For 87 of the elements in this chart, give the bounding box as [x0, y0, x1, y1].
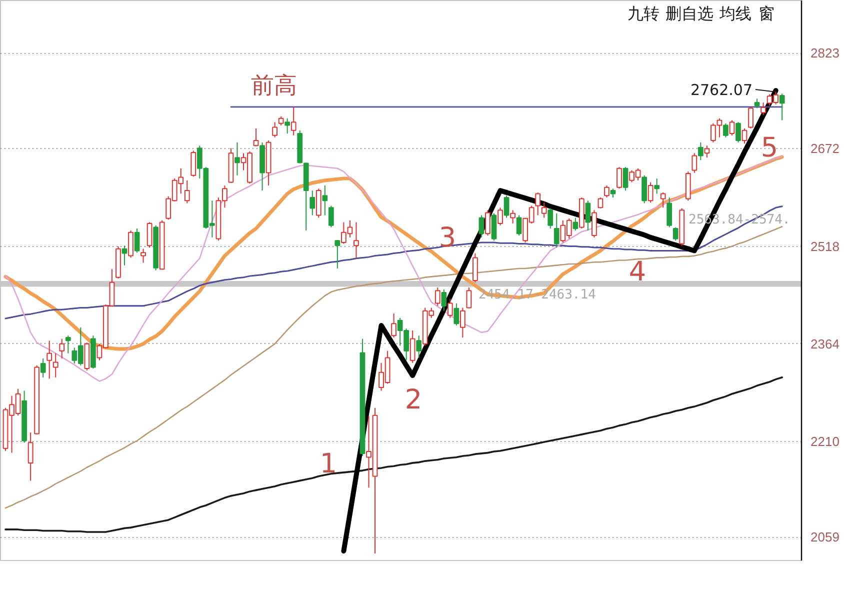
- candlestick: [441, 288, 447, 312]
- candlestick: [504, 195, 510, 218]
- candlestick: [779, 93, 785, 121]
- annotation: 删自选: [666, 4, 714, 23]
- candlestick: [416, 335, 422, 358]
- candlestick: [510, 210, 516, 224]
- series-label: 前高: [251, 72, 298, 99]
- annotation: 1: [320, 448, 338, 480]
- candlestick: [447, 298, 453, 318]
- line-series: [4, 376, 783, 533]
- candlestick: [290, 106, 296, 136]
- candlestick: [310, 190, 316, 216]
- candlestick: [729, 120, 735, 136]
- candlestick: [491, 212, 497, 242]
- candlestick: [272, 122, 278, 138]
- candlestick: [704, 145, 710, 158]
- candlestick: [140, 248, 146, 264]
- candlestick: [284, 118, 290, 134]
- candlestick: [554, 212, 560, 248]
- candlestick: [698, 142, 704, 161]
- candlestick: [723, 122, 728, 138]
- candlestick: [434, 286, 440, 306]
- candlestick: [754, 98, 760, 109]
- candlestick: [454, 302, 460, 326]
- candlestick: [692, 152, 698, 174]
- candlestick: [52, 352, 58, 378]
- candlestick: [354, 222, 359, 258]
- annotation: 5: [760, 132, 778, 164]
- candlestick: [748, 107, 754, 129]
- annotation: 3: [438, 222, 456, 254]
- candlestick: [146, 222, 152, 248]
- candlestick: [65, 335, 71, 354]
- annotation: 窗: [758, 4, 774, 23]
- candlestick: [472, 252, 478, 283]
- candlestick: [122, 245, 128, 266]
- candlestick: [648, 182, 654, 204]
- candlestick: [391, 312, 396, 338]
- candlestick: [134, 228, 140, 254]
- candlestick: [666, 197, 672, 228]
- candlestick: [184, 180, 190, 204]
- candlestick: [410, 330, 416, 364]
- candlestick: [660, 192, 666, 208]
- y-tick-label: 2823: [810, 46, 840, 61]
- candlestick: [535, 192, 541, 216]
- candlestick: [190, 150, 196, 178]
- candlestick: [485, 210, 490, 236]
- candlestick: [516, 214, 522, 236]
- candlestick: [642, 174, 647, 204]
- y-tick-label: 2059: [810, 530, 840, 545]
- candlestick: [592, 210, 597, 238]
- y-tick-label: 2210: [810, 434, 840, 449]
- candlestick: [128, 230, 134, 258]
- candlestick: [585, 200, 591, 231]
- candlestick: [572, 217, 578, 231]
- annotation: 九转: [628, 4, 660, 23]
- candlestick: [760, 102, 766, 116]
- candlestick: [598, 197, 604, 209]
- candlestick: [541, 202, 547, 218]
- candlestick: [616, 166, 622, 190]
- candlestick: [322, 184, 328, 216]
- candlestick: [478, 214, 484, 238]
- candlestick: [742, 128, 748, 144]
- candlestick: [622, 166, 628, 192]
- candlestick: [253, 128, 259, 147]
- candlestick: [604, 184, 610, 198]
- y-tick-label: 2364: [810, 336, 840, 352]
- y-tick-label: 2518: [810, 238, 840, 254]
- candlestick: [40, 358, 46, 378]
- annotation: 4: [628, 256, 646, 288]
- candlestick: [736, 122, 741, 143]
- candlestick: [466, 286, 472, 309]
- candlestick: [334, 239, 340, 269]
- candlestick: [234, 142, 240, 176]
- annotation: 2762.07: [690, 81, 752, 99]
- candlestick: [46, 340, 52, 380]
- candlestick: [498, 207, 503, 226]
- candlestick: [28, 432, 34, 482]
- candlestick: [460, 307, 466, 338]
- line-series: [4, 226, 783, 509]
- candlestick: [59, 338, 65, 359]
- candlestick: [548, 208, 554, 230]
- candlestick: [654, 178, 660, 194]
- annotation: 2: [404, 384, 422, 416]
- candlestick: [328, 205, 334, 228]
- annotation: 均线: [718, 4, 752, 23]
- candlestick: [672, 226, 678, 242]
- y-tick-label: 2672: [810, 141, 840, 156]
